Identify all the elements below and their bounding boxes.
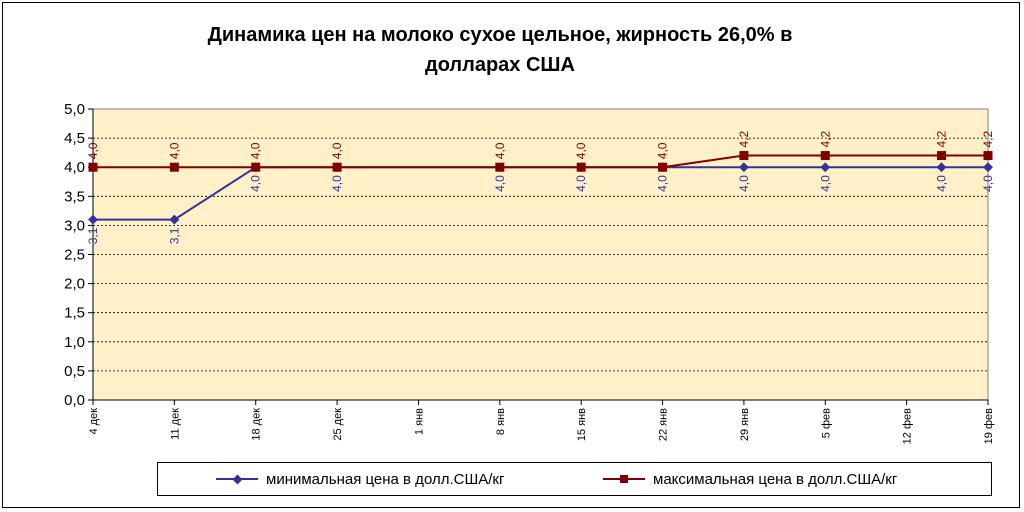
chart-title-line-1: Динамика цен на молоко сухое цельное, жи… <box>207 24 793 46</box>
data-point <box>88 162 98 172</box>
data-label: 4,0 <box>167 142 181 159</box>
x-tick-label: 4 дек <box>88 408 100 435</box>
y-tick-label: 5,0 <box>64 101 85 118</box>
data-point <box>332 162 342 172</box>
chart-title: Динамика цен на молоко сухое цельное, жи… <box>0 20 1000 80</box>
legend: минимальная цена в долл.США/кг максималь… <box>157 462 992 496</box>
data-label: 4,0 <box>737 175 751 192</box>
data-label: 4,0 <box>656 175 670 192</box>
y-tick-label: 0,5 <box>64 363 85 380</box>
data-point <box>983 162 993 173</box>
y-tick-label: 3,0 <box>64 217 85 234</box>
data-label: 4,0 <box>249 175 263 192</box>
data-label: 4,2 <box>737 131 751 148</box>
data-point <box>936 162 947 173</box>
data-label: 4,0 <box>249 142 263 159</box>
data-point <box>658 162 668 172</box>
x-axis: 4 дек 11 дек 18 дек 25 дек 1 янв 8 янв 15 янв 2… <box>88 399 995 444</box>
y-axis: 0,0 0,5 1,0 1,5 2,0 2,5 3,0 3,5 4,0 4,5 5,0 <box>64 101 94 409</box>
data-point <box>739 151 749 161</box>
y-tick-label: 1,5 <box>64 305 85 322</box>
data-label: 4,0 <box>86 142 100 159</box>
y-tick-label: 4,5 <box>64 130 85 147</box>
legend-item-max: максимальная цена в долл.США/кг <box>603 463 897 495</box>
data-label: 4,0 <box>656 142 670 159</box>
gridlines <box>93 137 988 372</box>
data-label: 4,0 <box>330 142 344 159</box>
x-tick-label: 18 дек <box>251 408 263 441</box>
data-label: 4,0 <box>935 175 949 192</box>
data-label: 4,2 <box>818 131 832 148</box>
x-tick-label: 12 фев <box>902 408 914 444</box>
y-tick-label: 0,0 <box>64 392 85 409</box>
x-tick-label: 11 дек <box>169 408 181 440</box>
data-label: 4,0 <box>330 175 344 192</box>
data-point <box>937 151 947 161</box>
data-point <box>820 162 831 173</box>
data-label: 4,0 <box>493 175 507 192</box>
x-tick-label: 8 янв <box>495 408 507 435</box>
data-label: 4,0 <box>493 142 507 159</box>
series-group: 3,1 3,1 4,0 4,0 4,0 4,0 4,0 4,0 4,0 4,0 4,0 4,0 4,0 4… <box>86 131 995 245</box>
data-point <box>169 214 180 225</box>
data-label: 4,0 <box>818 175 832 192</box>
data-point <box>169 162 179 172</box>
y-tick-label: 4,0 <box>64 159 85 176</box>
legend-label-max: максимальная цена в долл.США/кг <box>653 470 898 488</box>
data-label: 4,2 <box>981 131 995 148</box>
diamond-marker-icon <box>232 474 242 484</box>
data-label: 3,1 <box>86 227 100 244</box>
legend-item-min: минимальная цена в долл.США/кг <box>216 463 504 495</box>
data-label: 3,1 <box>167 227 181 244</box>
legend-sample-min <box>216 471 258 487</box>
data-point <box>983 151 993 161</box>
y-tick-label: 2,0 <box>64 276 85 293</box>
x-tick-label: 29 янв <box>739 408 751 441</box>
legend-label-min: минимальная цена в долл.США/кг <box>266 470 505 488</box>
data-label: 4,2 <box>935 131 949 148</box>
y-tick-label: 3,5 <box>64 188 85 205</box>
x-tick-label: 25 дек <box>332 408 344 441</box>
data-point <box>738 162 749 173</box>
square-marker-icon <box>620 475 628 483</box>
data-point <box>820 151 830 161</box>
data-point <box>576 162 586 172</box>
y-tick-label: 2,5 <box>64 247 85 264</box>
x-tick-label: 19 фев <box>983 408 995 444</box>
data-point <box>251 162 261 172</box>
x-tick-label: 1 янв <box>413 408 425 435</box>
y-tick-label: 1,0 <box>64 334 85 351</box>
x-tick-label: 22 янв <box>658 408 670 441</box>
data-label: 4,0 <box>574 175 588 192</box>
data-label: 4,0 <box>574 142 588 159</box>
x-tick-label: 5 фев <box>820 408 832 438</box>
data-point <box>495 162 505 172</box>
legend-sample-max <box>603 471 645 487</box>
data-point <box>88 214 98 225</box>
data-label: 4,0 <box>981 175 995 192</box>
chart-title-line-2: долларах США <box>425 54 575 76</box>
x-tick-label: 15 янв <box>576 408 588 441</box>
